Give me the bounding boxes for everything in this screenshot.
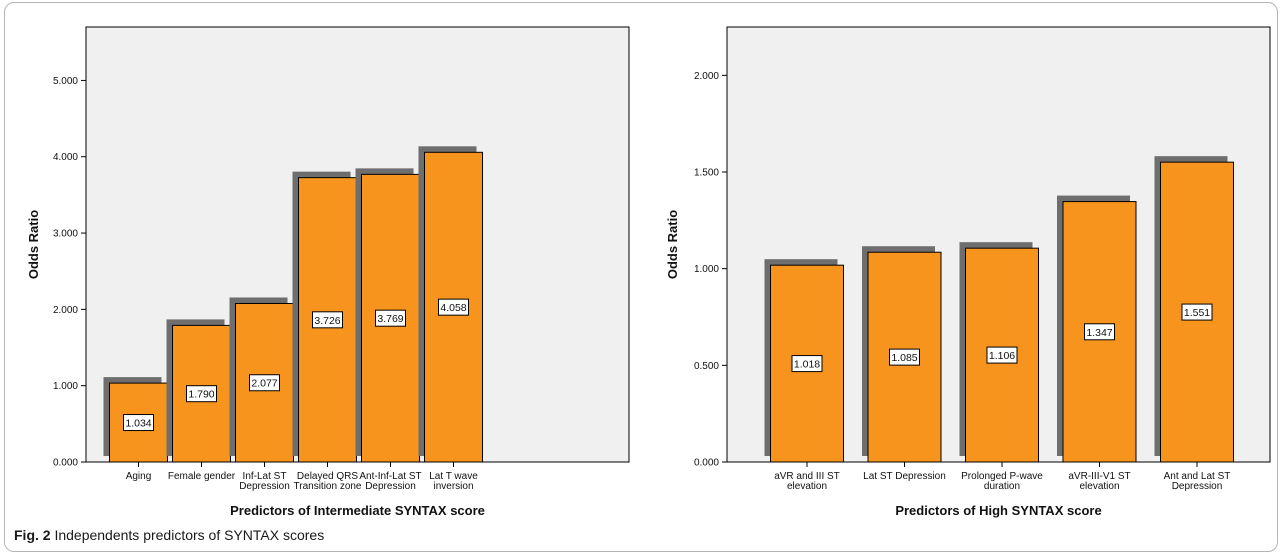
x-axis: Aging Female gender Inf-Lat STDepressionDe…: [126, 462, 478, 492]
x-tick-label: Transition zone: [294, 481, 362, 492]
y-axis-title: Odds Ratio: [665, 210, 680, 279]
x-axis-title: Predictors of High SYNTAX score: [895, 503, 1101, 518]
data-label-box: [312, 311, 343, 329]
data-label-box: [186, 385, 217, 403]
data-label: 1.106: [989, 350, 1015, 362]
data-label-box: [249, 374, 280, 392]
x-axis-title: Predictors of Intermediate SYNTAX score: [230, 503, 485, 518]
data-label: 3.769: [377, 313, 403, 325]
x-tick-label: duration: [984, 481, 1020, 492]
x-tick-label: Prolonged P-wave: [961, 471, 1043, 482]
y-tick-label: 0.500: [694, 361, 719, 372]
data-label-box: [375, 309, 406, 327]
data-label-box: [438, 298, 469, 316]
x-tick-label: Ant and Lat ST: [1164, 471, 1231, 482]
chart-intermediate-syntax: 1.034 1.790 2.077 3.726 3.769 4.058 0.000 1.00…: [26, 26, 630, 518]
data-label-box: [791, 355, 823, 373]
x-tick-label: Depression: [365, 481, 416, 492]
figure-caption-text: Independents predictors of SYNTAX scores: [54, 527, 325, 543]
y-tick-label: 2.000: [53, 305, 78, 316]
x-tick-label: Female gender: [168, 471, 236, 482]
y-axis-title: Odds Ratio: [26, 210, 41, 279]
y-tick-label: 2.000: [694, 71, 719, 82]
data-label: 4.058: [440, 302, 466, 314]
data-label-box: [889, 348, 920, 366]
y-tick-label: 3.000: [53, 229, 78, 240]
y-axis: 0.000 0.500 1.000 1.500 2.000: [694, 71, 727, 469]
y-tick-label: 1.500: [694, 168, 719, 179]
bar-group: 1.018 1.085 1.106 1.347 1.551: [764, 156, 1234, 463]
data-label: 1.790: [188, 389, 214, 401]
data-label-box: [1181, 303, 1213, 321]
y-axis: 0.000 1.000 2.000 3.000 4.000 5.000: [53, 76, 86, 469]
x-tick-label: aVR-III-V1 ST: [1068, 471, 1130, 482]
y-tick-label: 0.000: [53, 458, 78, 469]
data-label: 1.347: [1086, 327, 1112, 339]
y-tick-label: 1.000: [694, 264, 719, 275]
data-label: 2.077: [251, 378, 277, 390]
y-tick-label: 4.000: [53, 152, 78, 163]
y-tick-label: 5.000: [53, 76, 78, 87]
data-label: 1.085: [891, 352, 917, 364]
x-tick-label: Lat ST Depression: [863, 471, 946, 482]
x-tick-label: inversion: [433, 481, 473, 492]
x-tick-label: Depression: [239, 481, 290, 492]
x-tick-label: elevation: [1079, 481, 1119, 492]
data-label-box: [986, 346, 1018, 364]
y-tick-label: 0.000: [694, 458, 719, 469]
x-tick-label: elevation: [787, 481, 827, 492]
x-tick-label: Lat T wave: [429, 471, 478, 482]
data-label-box: [1084, 323, 1115, 341]
bar-group: 1.034 1.790 2.077 3.726 3.769 4.058: [103, 146, 483, 463]
data-label-box: [123, 414, 154, 432]
data-label: 1.018: [794, 359, 820, 371]
x-tick-label: aVR and III ST: [774, 471, 840, 482]
data-label: 3.726: [314, 315, 340, 327]
x-tick-label: Delayed QRS: [297, 471, 358, 482]
data-label: 1.551: [1184, 307, 1210, 319]
y-tick-label: 1.000: [53, 381, 78, 392]
data-label: 1.034: [125, 418, 151, 430]
x-tick-label: Ant-Inf-Lat ST: [359, 471, 421, 482]
figure-caption: Fig. 2 Independents predictors of SYNTAX…: [14, 527, 324, 543]
figure-caption-label: Fig. 2: [14, 527, 51, 543]
x-tick-label: Depression: [1172, 481, 1223, 492]
x-tick-label: Aging: [126, 471, 152, 482]
x-tick-label: Inf-Lat ST: [243, 471, 287, 482]
chart-high-syntax: 1.018 1.085 1.106 1.347 1.551 0.000 0.500 1.00…: [665, 26, 1271, 518]
